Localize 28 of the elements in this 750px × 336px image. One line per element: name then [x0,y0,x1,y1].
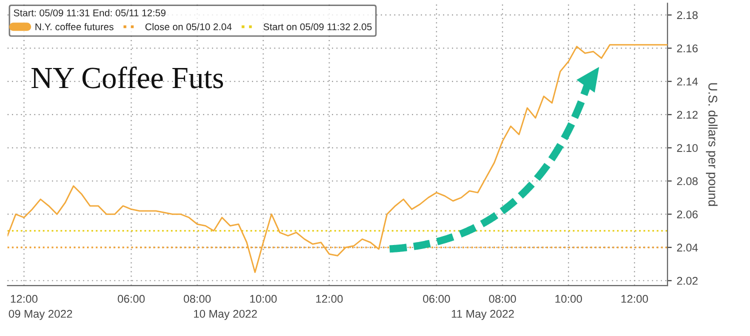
y-tick-label: 2.04 [677,244,698,252]
legend-label: Start on 05/09 11:32 2.05 [263,23,372,30]
text: 10 May 2022 [194,310,257,320]
y-axis-title: U.S. dollars per pound [706,83,718,206]
y-tick-label: 2.06 [677,210,698,218]
x-tick-label: 10:00 [250,294,277,303]
legend-label: Close on 05/10 2.04 [145,23,232,30]
y-tick-label: 2.08 [677,177,698,186]
x-tick-label: 06:00 [118,294,145,303]
x-tick-label: 08:00 [184,294,211,303]
legend-title: Start: 05/09 11:31 End: 05/11 12:59 [14,9,166,16]
y-tick-label: 2.18 [677,11,698,20]
text: 11 May 2022 [452,310,514,320]
line-series [8,44,668,274]
y-tick-label: 2.02 [677,276,698,285]
y-tick-label: 2.12 [677,110,698,119]
x-tick-label: 12:00 [621,294,648,303]
x-tick-label: 12:00 [10,294,38,303]
text: NY Coffee Futs [31,66,224,88]
x-tick-label: 10:00 [555,294,582,303]
y-tick-label: 2.10 [677,144,698,152]
y-tick-label: 2.14 [677,78,698,86]
text: 09 May 2022 [8,310,72,320]
y-tick-label: 2.16 [677,44,698,52]
x-tick-label: 12:00 [316,294,343,303]
x-tick-label: 06:00 [423,294,450,303]
legend-label: N.Y. coffee futures [36,23,114,30]
x-tick-label: 08:00 [489,294,516,303]
